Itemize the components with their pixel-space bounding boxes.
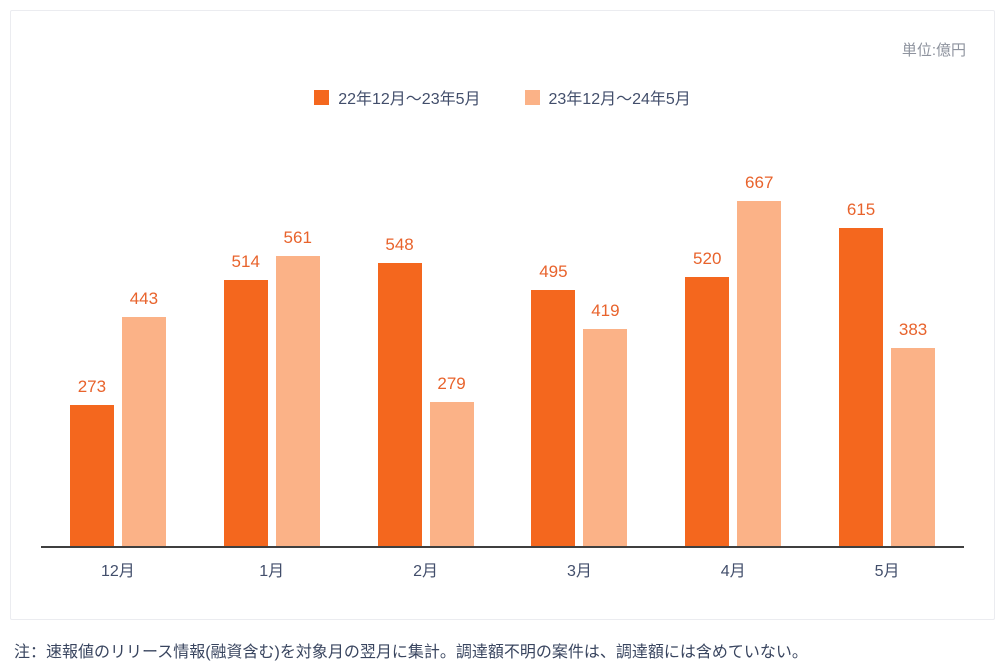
- bar-series2: [121, 317, 166, 546]
- legend-swatch-series2-icon: [524, 89, 540, 105]
- bar-series2: [583, 329, 628, 546]
- legend-label-series1: 22年12月〜23年5月: [338, 91, 481, 108]
- category-label: 5月: [874, 563, 900, 580]
- bar-series1: [377, 263, 422, 546]
- value-label: 495: [539, 262, 568, 281]
- bar-group: 273 443: [69, 289, 166, 546]
- category-label: 4月: [720, 563, 746, 580]
- bar-group: 495 419: [531, 262, 628, 546]
- chart-card: 単位:億円 22年12月〜23年5月 23年12月〜24年5月 273 443 51…: [10, 10, 995, 620]
- legend-label-series2: 23年12月〜24年5月: [548, 91, 691, 108]
- bar-cell: 548: [377, 235, 422, 546]
- legend: 22年12月〜23年5月 23年12月〜24年5月: [11, 85, 994, 109]
- bar-cell: 520: [685, 249, 730, 546]
- bar-group: 520 667: [685, 173, 782, 546]
- bar-groups: 273 443 514 561 548 279 495 419 520 667 615 383: [41, 131, 964, 546]
- category-label: 1月: [259, 563, 285, 580]
- bar-cell: 514: [223, 252, 268, 546]
- legend-item-series1: 22年12月〜23年5月: [314, 85, 481, 109]
- legend-item-series2: 23年12月〜24年5月: [524, 85, 691, 109]
- bar-cell: 667: [737, 173, 782, 546]
- value-label: 419: [591, 301, 620, 320]
- bar-cell: 615: [839, 200, 884, 546]
- bar-series1: [69, 405, 114, 546]
- bar-cell: 419: [583, 301, 628, 546]
- bar-series1: [531, 290, 576, 546]
- category-label: 2月: [413, 563, 439, 580]
- bar-series1: [223, 280, 268, 546]
- bar-cell: 561: [275, 228, 320, 546]
- bar-group: 615 383: [839, 200, 936, 546]
- value-label: 615: [846, 200, 876, 219]
- bar-cell: 279: [429, 374, 474, 546]
- value-label: 514: [231, 252, 260, 271]
- value-label: 273: [77, 377, 107, 396]
- bar-cell: 443: [121, 289, 166, 546]
- value-label: 520: [693, 249, 722, 268]
- bar-group: 548 279: [377, 235, 474, 546]
- legend-swatch-series1-icon: [314, 89, 330, 105]
- bar-series1: [839, 228, 884, 546]
- x-axis-line: [41, 546, 964, 548]
- value-label: 548: [385, 235, 414, 254]
- footnote: 注：速報値のリリース情報(融資含む)を対象月の翌月に集計。調達額不明の案件は、調…: [14, 644, 808, 661]
- bar-series1: [685, 277, 730, 546]
- bar-series2: [891, 348, 936, 546]
- bar-series2: [429, 402, 474, 546]
- value-label: 443: [129, 289, 159, 308]
- unit-label: 単位:億円: [901, 42, 966, 59]
- bar-group: 514 561: [223, 228, 320, 546]
- x-axis-labels: 12月 1月 2月 3月 4月 5月: [41, 548, 964, 581]
- bar-cell: 383: [891, 320, 936, 546]
- value-label: 667: [745, 173, 774, 192]
- category-label: 3月: [566, 563, 592, 580]
- value-label: 383: [898, 320, 928, 339]
- bar-cell: 273: [69, 377, 114, 546]
- bar-series2: [275, 256, 320, 546]
- plot-area: 273 443 514 561 548 279 495 419 520 667 615 383 12月…: [41, 131, 964, 581]
- category-label: 12月: [101, 563, 135, 580]
- bar-series2: [737, 201, 782, 546]
- value-label: 561: [283, 228, 312, 247]
- bar-cell: 495: [531, 262, 576, 546]
- value-label: 279: [437, 374, 466, 393]
